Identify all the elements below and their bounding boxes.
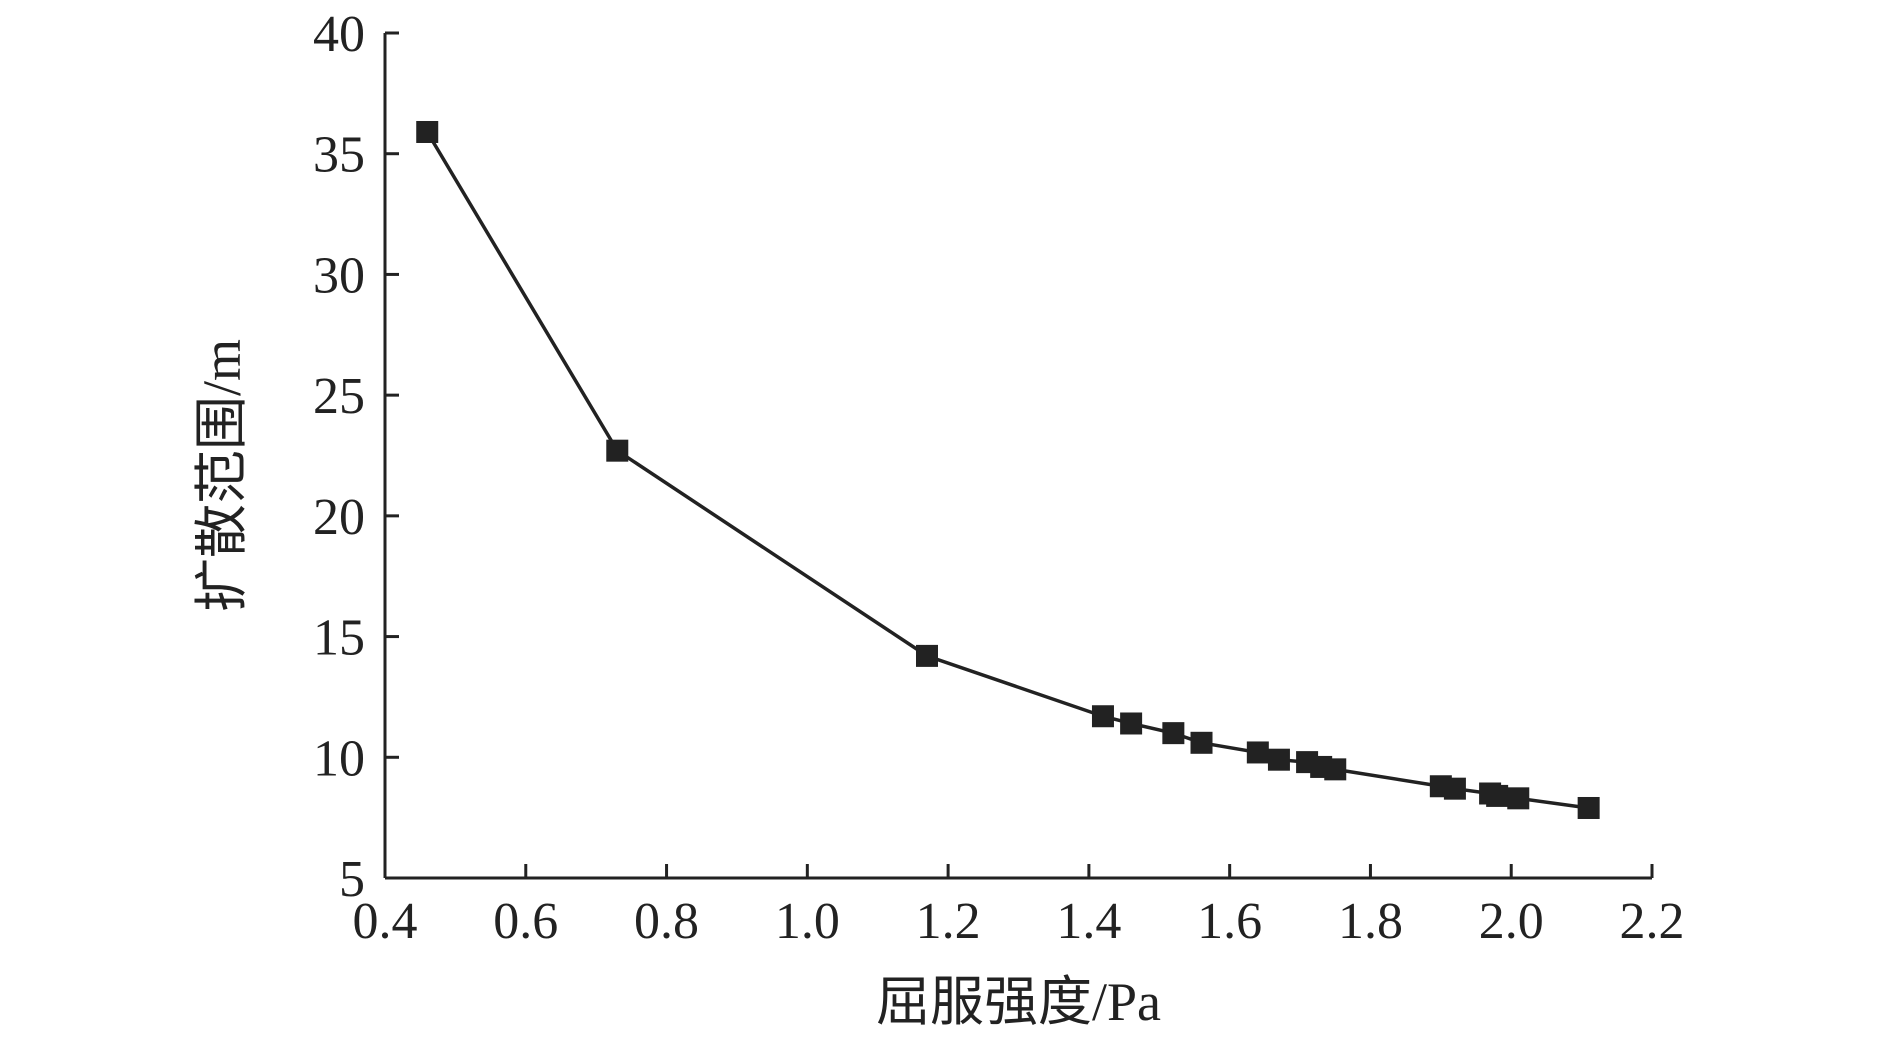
- x-tick-label: 1.6: [1197, 893, 1262, 950]
- x-tick-label: 2.0: [1479, 893, 1544, 950]
- data-point-marker: [1324, 758, 1347, 781]
- data-point-marker: [1091, 705, 1114, 728]
- y-axis-title: 扩散范围/m: [192, 339, 252, 612]
- data-point-marker: [606, 439, 629, 462]
- x-tick-label: 0.6: [493, 893, 558, 950]
- y-tick-label: 10: [313, 730, 365, 787]
- x-tick-label: 0.4: [353, 893, 418, 950]
- y-tick-label: 15: [313, 610, 365, 667]
- x-tick-label: 1.4: [1056, 893, 1121, 950]
- axes: [383, 33, 1652, 880]
- y-tick-label: 5: [339, 851, 365, 908]
- x-tick-label: 2.2: [1620, 893, 1685, 950]
- y-tick-label: 20: [313, 489, 365, 546]
- x-tick-label: 0.8: [634, 893, 699, 950]
- x-tick-label: 1.8: [1338, 893, 1403, 950]
- data-point-marker: [1162, 722, 1185, 745]
- y-ticks: 5 10 15 20 25 30 35 40: [313, 6, 399, 908]
- x-axis-title: 屈服强度/Pa: [876, 972, 1161, 1032]
- data-point-marker: [1190, 731, 1213, 754]
- data-point-marker: [1443, 777, 1466, 800]
- y-tick-label: 30: [313, 247, 365, 304]
- y-tick-label: 25: [313, 368, 365, 425]
- x-ticks: 0.4 0.6 0.8 1.0 1.2 1.4 1.6 1.8 2.0 2.2: [353, 864, 1685, 950]
- data-point-marker: [1577, 796, 1600, 819]
- data-point-marker: [1486, 784, 1509, 807]
- data-point-marker: [1507, 787, 1530, 810]
- series-line: [425, 131, 1589, 810]
- series-layer: [416, 120, 1600, 819]
- data-point-marker: [416, 120, 439, 143]
- y-tick-label: 40: [313, 6, 365, 63]
- x-tick-label: 1.0: [775, 893, 840, 950]
- data-point-marker: [915, 644, 938, 667]
- x-tick-label: 1.2: [916, 893, 981, 950]
- data-point-marker: [1120, 712, 1143, 735]
- y-tick-label: 35: [313, 127, 365, 184]
- data-point-marker: [1246, 741, 1269, 764]
- data-point-marker: [1267, 748, 1290, 771]
